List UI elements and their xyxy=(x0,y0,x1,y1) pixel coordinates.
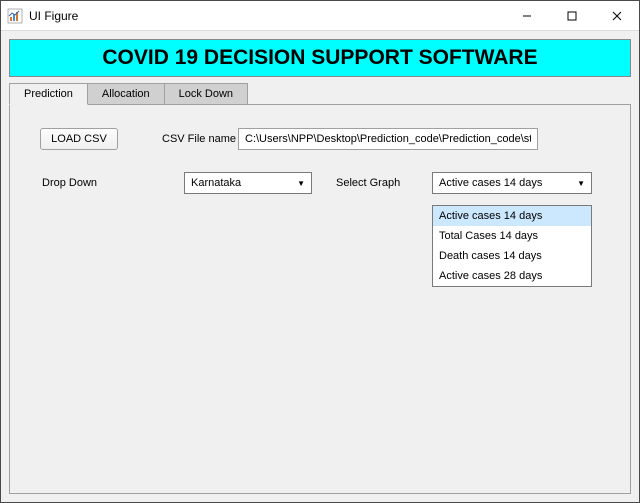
app-window: UI Figure COVID 19 DECISION SUPPORT SOFT… xyxy=(0,0,640,503)
state-dropdown[interactable]: Karnataka ▼ xyxy=(184,172,312,194)
tab-prediction[interactable]: Prediction xyxy=(9,83,88,105)
tab-panel-prediction: LOAD CSV CSV File name Drop Down Karnata… xyxy=(9,104,631,494)
chevron-down-icon: ▼ xyxy=(297,179,305,188)
titlebar: UI Figure xyxy=(1,1,639,31)
client-area: COVID 19 DECISION SUPPORT SOFTWARE Predi… xyxy=(1,31,639,502)
graph-option[interactable]: Active cases 14 days xyxy=(433,206,591,226)
csv-filename-label: CSV File name xyxy=(162,133,236,145)
graph-option[interactable]: Death cases 14 days xyxy=(433,246,591,266)
select-graph-label: Select Graph xyxy=(336,177,400,189)
chevron-down-icon: ▼ xyxy=(577,179,585,188)
tab-strip: Prediction Allocation Lock Down xyxy=(9,83,631,104)
graph-dropdown[interactable]: Active cases 14 days ▼ xyxy=(432,172,592,194)
graph-option[interactable]: Active cases 28 days xyxy=(433,266,591,286)
app-icon xyxy=(7,8,23,24)
close-button[interactable] xyxy=(594,1,639,30)
state-dropdown-value: Karnataka xyxy=(191,177,241,189)
banner-title: COVID 19 DECISION SUPPORT SOFTWARE xyxy=(9,39,631,77)
maximize-button[interactable] xyxy=(549,1,594,30)
minimize-button[interactable] xyxy=(504,1,549,30)
tab-lockdown[interactable]: Lock Down xyxy=(165,83,248,104)
load-csv-button[interactable]: LOAD CSV xyxy=(40,128,118,150)
window-controls xyxy=(504,1,639,30)
graph-dropdown-value: Active cases 14 days xyxy=(439,177,542,189)
window-title: UI Figure xyxy=(29,9,504,23)
csv-filename-input[interactable] xyxy=(238,128,538,150)
dropdown-label: Drop Down xyxy=(42,177,97,189)
graph-dropdown-list: Active cases 14 days Total Cases 14 days… xyxy=(432,205,592,287)
tab-allocation[interactable]: Allocation xyxy=(88,83,165,104)
graph-option[interactable]: Total Cases 14 days xyxy=(433,226,591,246)
